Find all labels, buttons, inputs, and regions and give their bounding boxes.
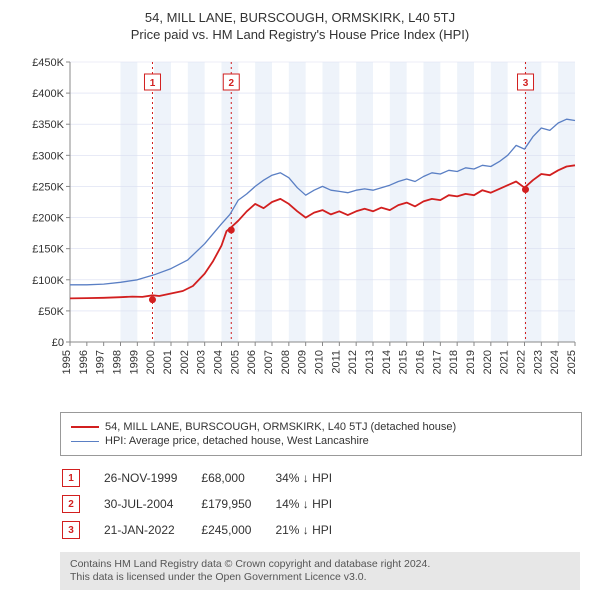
- svg-text:1995: 1995: [61, 350, 73, 374]
- svg-text:2008: 2008: [280, 350, 292, 374]
- marker-number-box: 2: [62, 495, 80, 513]
- svg-text:2014: 2014: [381, 350, 393, 374]
- svg-text:2022: 2022: [516, 350, 528, 374]
- chart-title: 54, MILL LANE, BURSCOUGH, ORMSKIRK, L40 …: [10, 10, 590, 25]
- svg-text:£50K: £50K: [38, 306, 64, 318]
- footer-note: Contains HM Land Registry data © Crown c…: [60, 552, 580, 590]
- svg-text:1998: 1998: [112, 350, 124, 374]
- footer-line-2: This data is licensed under the Open Gov…: [70, 571, 570, 584]
- svg-text:2003: 2003: [196, 350, 208, 374]
- svg-text:2019: 2019: [465, 350, 477, 374]
- chart-area: £0 £50K £100K £150K £200K £250K £300K £350K £400…: [20, 52, 580, 402]
- svg-text:2006: 2006: [246, 350, 258, 374]
- marker-table: 1 26-NOV-1999£68,00034% ↓ HPI 2 30-JUL-2004…: [60, 464, 356, 544]
- svg-text:2010: 2010: [314, 350, 326, 374]
- svg-text:2013: 2013: [364, 350, 376, 374]
- svg-text:1999: 1999: [128, 350, 140, 374]
- marker-date: 30-JUL-2004: [104, 492, 199, 516]
- marker-row: 1 26-NOV-1999£68,00034% ↓ HPI: [62, 466, 354, 490]
- svg-text:£400K: £400K: [32, 88, 64, 100]
- svg-text:2005: 2005: [229, 350, 241, 374]
- svg-text:2015: 2015: [398, 350, 410, 374]
- svg-text:2023: 2023: [532, 350, 544, 374]
- svg-text:3: 3: [523, 78, 529, 89]
- svg-text:£250K: £250K: [32, 181, 64, 193]
- marker-row: 2 30-JUL-2004£179,95014% ↓ HPI: [62, 492, 354, 516]
- svg-text:2009: 2009: [297, 350, 309, 374]
- svg-text:£150K: £150K: [32, 244, 64, 256]
- legend-swatch: [71, 441, 99, 442]
- svg-text:£200K: £200K: [32, 213, 64, 225]
- svg-text:£300K: £300K: [32, 150, 64, 162]
- svg-text:2020: 2020: [482, 350, 494, 374]
- svg-text:2016: 2016: [415, 350, 427, 374]
- marker-price: £179,950: [201, 492, 273, 516]
- svg-text:1996: 1996: [78, 350, 90, 374]
- svg-text:2017: 2017: [431, 350, 443, 374]
- marker-price: £68,000: [201, 466, 273, 490]
- svg-text:£350K: £350K: [32, 119, 64, 131]
- svg-text:2000: 2000: [145, 350, 157, 374]
- legend-label: 54, MILL LANE, BURSCOUGH, ORMSKIRK, L40 …: [105, 421, 456, 433]
- svg-text:£0: £0: [52, 337, 64, 349]
- svg-text:2007: 2007: [263, 350, 275, 374]
- svg-text:2018: 2018: [448, 350, 460, 374]
- legend: 54, MILL LANE, BURSCOUGH, ORMSKIRK, L40 …: [60, 412, 582, 456]
- svg-text:1: 1: [150, 78, 156, 89]
- marker-delta: 14% ↓ HPI: [275, 492, 354, 516]
- footer-line-1: Contains HM Land Registry data © Crown c…: [70, 558, 570, 571]
- marker-date: 21-JAN-2022: [104, 518, 199, 542]
- svg-text:£100K: £100K: [32, 275, 64, 287]
- svg-text:£450K: £450K: [32, 57, 64, 69]
- marker-delta: 21% ↓ HPI: [275, 518, 354, 542]
- marker-delta: 34% ↓ HPI: [275, 466, 354, 490]
- svg-text:1997: 1997: [95, 350, 107, 374]
- svg-text:2011: 2011: [330, 350, 342, 374]
- legend-row: 54, MILL LANE, BURSCOUGH, ORMSKIRK, L40 …: [71, 421, 571, 433]
- svg-text:2001: 2001: [162, 350, 174, 374]
- svg-text:2021: 2021: [499, 350, 511, 374]
- chart-svg: £0 £50K £100K £150K £200K £250K £300K £350K £400…: [20, 52, 580, 402]
- legend-swatch: [71, 426, 99, 428]
- legend-label: HPI: Average price, detached house, West…: [105, 435, 369, 447]
- marker-number-box: 3: [62, 521, 80, 539]
- svg-text:2024: 2024: [549, 350, 561, 374]
- marker-row: 3 21-JAN-2022£245,00021% ↓ HPI: [62, 518, 354, 542]
- svg-text:2002: 2002: [179, 350, 191, 374]
- marker-price: £245,000: [201, 518, 273, 542]
- svg-text:2012: 2012: [347, 350, 359, 374]
- svg-text:2: 2: [228, 78, 234, 89]
- svg-text:2025: 2025: [566, 350, 578, 374]
- legend-row: HPI: Average price, detached house, West…: [71, 435, 571, 447]
- marker-date: 26-NOV-1999: [104, 466, 199, 490]
- marker-number-box: 1: [62, 469, 80, 487]
- chart-subtitle: Price paid vs. HM Land Registry's House …: [10, 27, 590, 42]
- svg-text:2004: 2004: [213, 350, 225, 374]
